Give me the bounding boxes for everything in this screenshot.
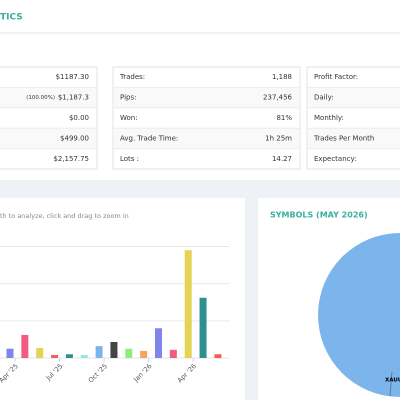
bar — [21, 334, 29, 358]
stat-value: $0.00 — [69, 114, 89, 122]
stat-label: Trades: — [119, 73, 145, 81]
bar — [155, 328, 162, 358]
bar — [199, 297, 207, 358]
chart-title: SYMBOLS (MAY 2026) — [270, 211, 368, 220]
page-title: TICS — [0, 13, 23, 23]
stat-value: 81% — [276, 114, 292, 122]
stat-value: $2,157.75 — [53, 155, 89, 163]
stat-label: Expectancy: — [314, 155, 356, 163]
bar — [184, 250, 192, 358]
stat-card — [306, 66, 400, 170]
stat-value: 1h 25m — [265, 134, 292, 142]
row-shade — [308, 87, 400, 108]
pie-slice — [318, 233, 400, 397]
bar — [110, 342, 118, 358]
bar — [6, 348, 14, 358]
chart-panel — [0, 198, 245, 400]
row-shade — [308, 128, 400, 149]
stat-label: Lots : — [120, 155, 139, 163]
bar — [95, 346, 103, 358]
stat-card — [0, 66, 98, 170]
bar — [65, 354, 73, 358]
stat-label: Pips: — [120, 94, 136, 102]
chart-subtitle: th to analyze, click and drag to zoom in — [0, 212, 129, 220]
bar — [169, 349, 177, 358]
bar — [36, 347, 44, 358]
pie-connector — [389, 371, 393, 397]
bar — [214, 354, 222, 358]
stat-label: Avg. Trade Time: — [120, 134, 178, 142]
bar — [51, 355, 59, 358]
stat-label: Monthly: — [314, 114, 344, 122]
bar — [125, 348, 133, 358]
stat-label: Won: — [120, 114, 138, 122]
stat-card — [112, 66, 301, 170]
stat-value: $1187.30 — [56, 73, 89, 81]
bar — [80, 355, 88, 358]
stat-note: (100.00%) — [26, 95, 55, 101]
row-shade — [114, 128, 299, 149]
stat-label: Profit Factor: — [314, 73, 358, 81]
stat-value: $1,187.3 — [58, 94, 89, 102]
stat-label: Trades Per Month — [313, 134, 374, 142]
row-shade — [0, 87, 96, 108]
stat-value: 14.27 — [272, 155, 292, 163]
stat-label: Daily: — [314, 94, 334, 102]
row-shade — [0, 128, 96, 149]
stat-value: 237,456 — [263, 94, 292, 102]
stat-value: 1,188 — [272, 73, 292, 81]
stat-value: $499.00 — [60, 134, 89, 142]
row-shade — [114, 87, 299, 108]
bar — [140, 350, 148, 358]
pie-label: XAUU — [385, 378, 400, 384]
